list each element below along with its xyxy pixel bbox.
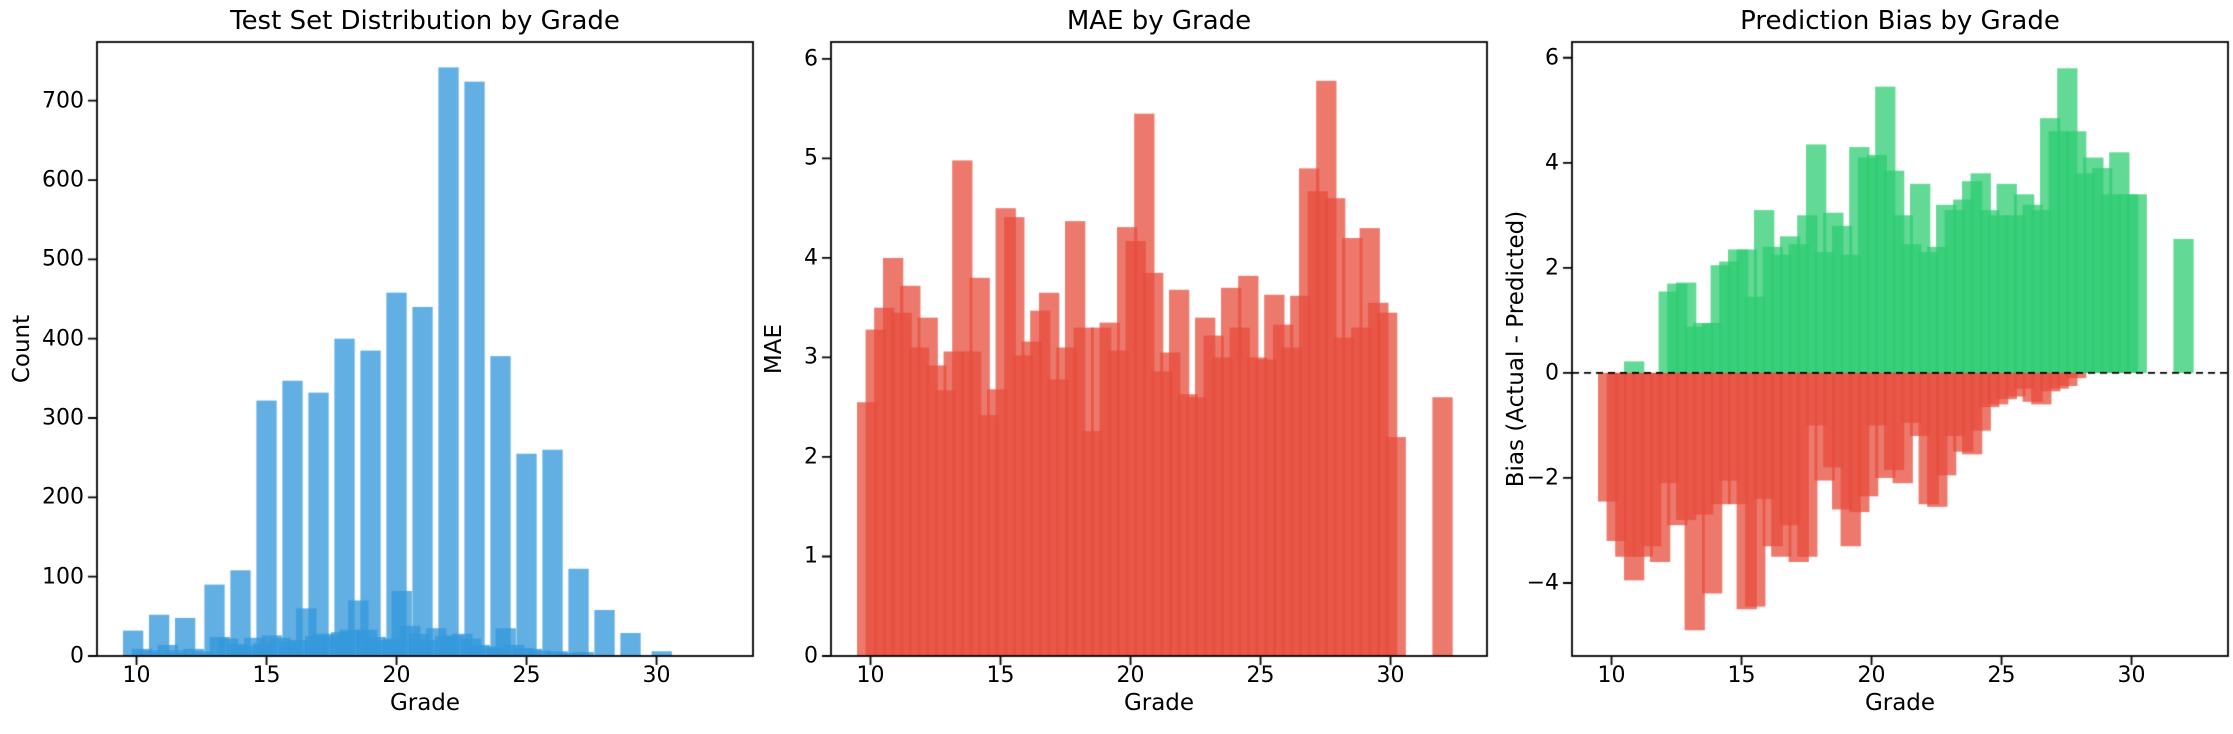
- subplot2-title: MAE by Grade: [1066, 6, 1252, 36]
- subplot3-title: Prediction Bias by Grade: [1740, 6, 2060, 36]
- y-tick-label: 700: [42, 88, 84, 114]
- y-tick-label: 5: [804, 145, 818, 171]
- x-tick-label: 25: [1987, 663, 2016, 688]
- x-tick-label: 10: [856, 663, 885, 688]
- subplot1-title: Test Set Distribution by Grade: [230, 6, 620, 36]
- x-tick-label: 15: [252, 663, 281, 688]
- y-tick-label: 2: [804, 444, 818, 470]
- x-tick-label: 15: [1727, 663, 1756, 688]
- subplot2-ylabel: MAE: [761, 323, 787, 375]
- y-tick-label: 2: [1545, 255, 1559, 281]
- x-tick-label: 30: [642, 663, 671, 688]
- y-tick-label: 300: [42, 405, 84, 431]
- subplot3-xlabel: Grade: [1864, 690, 1936, 716]
- y-tick-label: 3: [804, 344, 818, 370]
- x-tick-label: 25: [512, 663, 541, 688]
- y-tick-label: 1: [804, 543, 818, 569]
- subplot3-ylabel: Bias (Actual - Predicted): [1503, 210, 1529, 488]
- x-tick-label: 30: [1376, 663, 1405, 688]
- x-tick-label: 25: [1246, 663, 1275, 688]
- y-tick-label: 4: [1545, 150, 1559, 176]
- y-tick-label: 500: [42, 246, 84, 272]
- subplot1-ylabel: Count: [9, 314, 35, 384]
- y-tick-label: 100: [42, 564, 84, 590]
- x-tick-label: 10: [122, 663, 151, 688]
- y-tick-label: −2: [1526, 465, 1559, 491]
- x-tick-label: 20: [382, 663, 411, 688]
- x-tick-label: 10: [1597, 663, 1626, 688]
- y-tick-label: 400: [42, 326, 84, 352]
- y-tick-label: 200: [42, 484, 84, 510]
- y-tick-label: 0: [70, 643, 84, 669]
- y-tick-label: 4: [804, 245, 818, 271]
- y-tick-label: −4: [1526, 570, 1559, 596]
- y-tick-label: 6: [1545, 45, 1559, 71]
- subplot1-xlabel: Grade: [389, 690, 461, 716]
- x-tick-label: 30: [2117, 663, 2146, 688]
- y-tick-label: 6: [804, 46, 818, 72]
- x-tick-label: 20: [1857, 663, 1886, 688]
- y-tick-label: 0: [804, 643, 818, 669]
- subplot2-xlabel: Grade: [1123, 690, 1195, 716]
- y-tick-label: 0: [1545, 360, 1559, 386]
- x-tick-label: 20: [1116, 663, 1145, 688]
- x-tick-label: 15: [986, 663, 1015, 688]
- y-tick-label: 600: [42, 167, 84, 193]
